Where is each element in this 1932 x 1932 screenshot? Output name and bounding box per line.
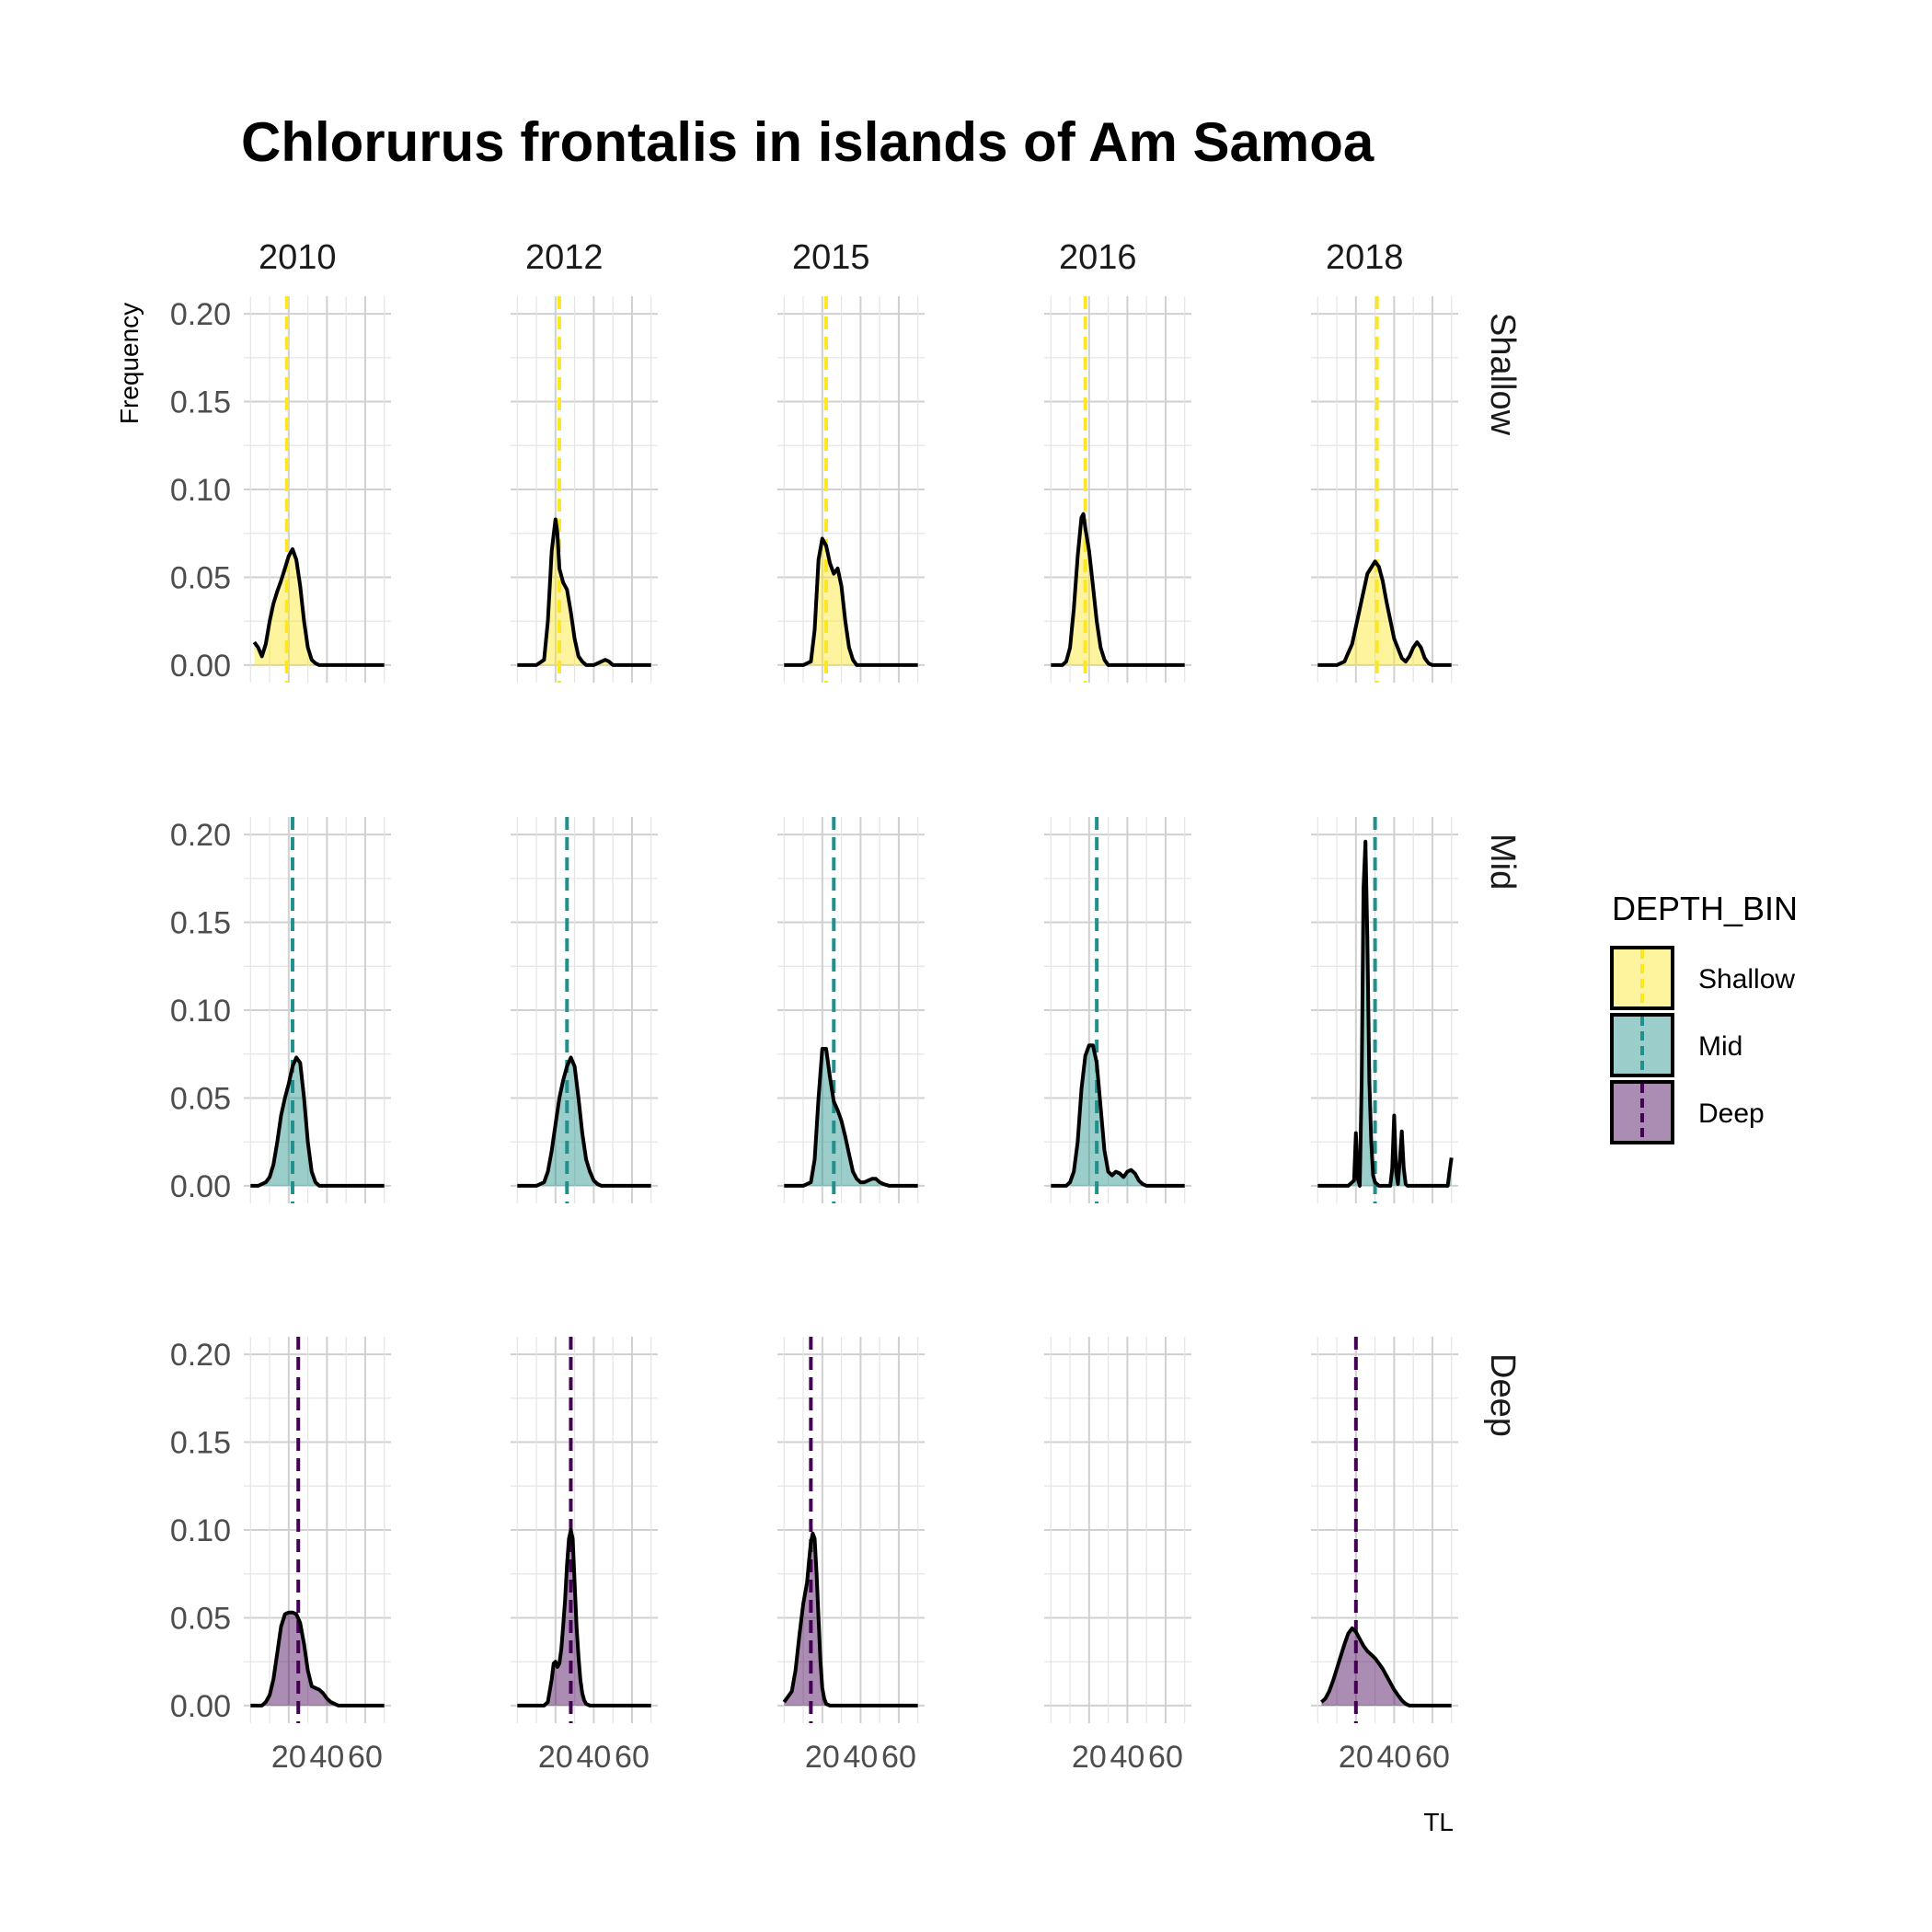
strip-label-2010: 2010 (259, 238, 337, 277)
density-curve (252, 546, 385, 667)
x-tick-label: 20 (1339, 1740, 1374, 1775)
y-tick-label: 0.10 (170, 1513, 231, 1548)
legend-title: DEPTH_BIN (1612, 890, 1798, 927)
legend-label: Shallow (1698, 964, 1795, 995)
y-tick-label: 0.15 (170, 906, 231, 941)
x-tick-label: 60 (348, 1740, 383, 1775)
y-axis-title: Frequency (115, 303, 144, 424)
panel-mid-2016 (1044, 817, 1191, 1203)
strip-label-2016: 2016 (1059, 238, 1137, 277)
density-curve (1051, 1043, 1185, 1188)
y-tick-label: 0.20 (170, 1338, 231, 1373)
y-tick-label: 0.15 (170, 1426, 231, 1461)
density-curve (517, 1528, 651, 1708)
panel-shallow-2016 (1044, 296, 1191, 683)
panel-shallow-2018 (1311, 296, 1458, 683)
panel-shallow-2015 (777, 296, 925, 683)
panel-deep-2010 (244, 1337, 391, 1723)
density-curve (517, 1055, 651, 1188)
chart-title: Chlorurus frontalis in islands of Am Sam… (241, 111, 1374, 173)
density-curve (250, 1055, 385, 1188)
density-curve (1317, 559, 1452, 667)
density-area (1051, 1045, 1185, 1186)
x-tick-label: 60 (1148, 1740, 1183, 1775)
y-tick-label: 0.00 (170, 1689, 231, 1724)
panel-deep-2015 (777, 1337, 925, 1723)
panel-mid-2010 (244, 817, 391, 1203)
density-area (1321, 1627, 1452, 1706)
strip-label-2018: 2018 (1326, 238, 1404, 277)
y-tick-label: 0.10 (170, 473, 231, 508)
density-curve (782, 1531, 918, 1708)
legend-label: Deep (1698, 1098, 1765, 1129)
density-area (1317, 561, 1452, 665)
y-tick-label: 0.15 (170, 385, 231, 420)
x-tick-label: 40 (1376, 1740, 1411, 1775)
x-tick-label: 40 (1110, 1740, 1144, 1775)
strip-label-deep: Deep (1483, 1353, 1522, 1437)
density-area (784, 1533, 918, 1706)
y-tick-label: 0.10 (170, 994, 231, 1029)
density-curve (784, 536, 918, 667)
x-tick-label: 40 (576, 1740, 611, 1775)
panel-mid-2015 (777, 817, 925, 1203)
x-tick-label: 60 (881, 1740, 916, 1775)
density-area (517, 1057, 651, 1186)
strip-label-2015: 2015 (792, 238, 870, 277)
strip-label-shallow: Shallow (1483, 313, 1522, 436)
y-tick-label: 0.05 (170, 560, 231, 595)
x-tick-label: 40 (309, 1740, 344, 1775)
panel-deep-2012 (511, 1337, 658, 1723)
density-curve (517, 517, 651, 667)
legend-item-deep: Deep (1610, 1080, 1765, 1144)
panel-shallow-2012 (511, 296, 658, 683)
density-area (254, 548, 385, 665)
density-area (784, 1049, 918, 1186)
strip-label-mid: Mid (1483, 834, 1522, 890)
x-tick-label: 40 (843, 1740, 878, 1775)
x-tick-label: 20 (538, 1740, 573, 1775)
legend-label: Mid (1698, 1031, 1742, 1062)
x-tick-label: 20 (805, 1740, 840, 1775)
x-tick-label: 20 (1072, 1740, 1107, 1775)
panel-deep-2016 (1044, 1337, 1191, 1723)
density-curve (784, 1047, 918, 1188)
y-tick-label: 0.05 (170, 1081, 231, 1116)
density-area (517, 519, 651, 665)
x-axis-title: TL (1423, 1808, 1454, 1836)
x-tick-label: 20 (271, 1740, 306, 1775)
y-tick-label: 0.00 (170, 649, 231, 684)
y-tick-label: 0.20 (170, 297, 231, 332)
density-curve (1317, 839, 1454, 1188)
density-area (250, 1057, 385, 1186)
facet-panels: 0.00 0.05 0.10 0.15 0.20 2010 2012 2015 2016 2018… (170, 238, 1522, 1775)
density-area (784, 538, 918, 665)
panel-mid-2012 (511, 817, 658, 1203)
legend: DEPTH_BIN Shallow Mid Deep (1610, 890, 1798, 1144)
legend-item-mid: Mid (1610, 1013, 1742, 1077)
density-area (1317, 841, 1452, 1186)
y-tick-label: 0.20 (170, 818, 231, 853)
y-tick-label: 0.00 (170, 1169, 231, 1204)
density-area (250, 1612, 385, 1706)
panel-deep-2018 (1311, 1337, 1458, 1723)
density-curve (250, 1610, 385, 1708)
x-tick-label: 60 (615, 1740, 650, 1775)
legend-item-shallow: Shallow (1610, 946, 1795, 1010)
panel-shallow-2010 (244, 296, 391, 683)
y-tick-label: 0.05 (170, 1601, 231, 1636)
strip-label-2012: 2012 (525, 238, 604, 277)
density-curve (1051, 512, 1185, 667)
density-curve (1320, 1626, 1452, 1708)
panel-mid-2018 (1311, 817, 1458, 1203)
x-tick-label: 60 (1415, 1740, 1450, 1775)
